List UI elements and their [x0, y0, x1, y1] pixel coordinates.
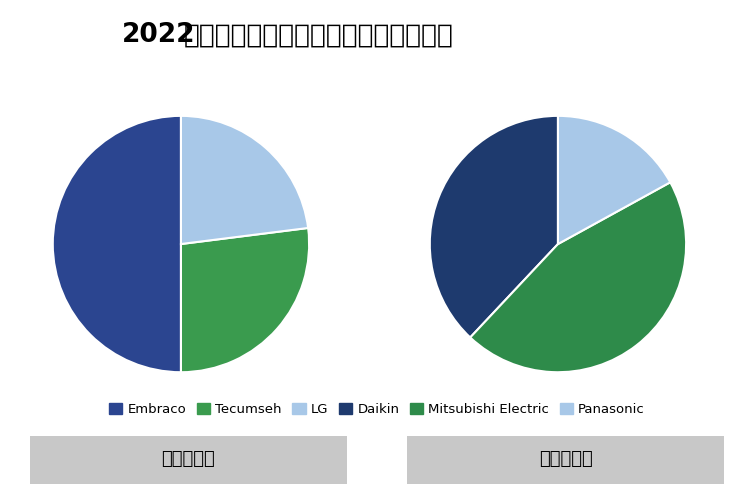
Text: 冰箱压缩机: 冰箱压缩机	[161, 450, 216, 468]
Legend: Embraco, Tecumseh, LG, Daikin, Mitsubishi Electric, Panasonic: Embraco, Tecumseh, LG, Daikin, Mitsubish…	[104, 397, 650, 421]
Text: 2022: 2022	[122, 22, 195, 48]
Text: 空调压缩机: 空调压缩机	[538, 450, 593, 468]
FancyBboxPatch shape	[30, 436, 347, 485]
Wedge shape	[181, 228, 309, 372]
FancyBboxPatch shape	[407, 436, 724, 485]
Wedge shape	[430, 116, 558, 338]
Wedge shape	[470, 182, 686, 372]
Wedge shape	[181, 116, 308, 244]
Wedge shape	[558, 116, 670, 244]
Wedge shape	[53, 116, 181, 372]
Text: 年全球冰箱和空调压缩机主要厂商分析: 年全球冰箱和空调压缩机主要厂商分析	[183, 22, 453, 48]
